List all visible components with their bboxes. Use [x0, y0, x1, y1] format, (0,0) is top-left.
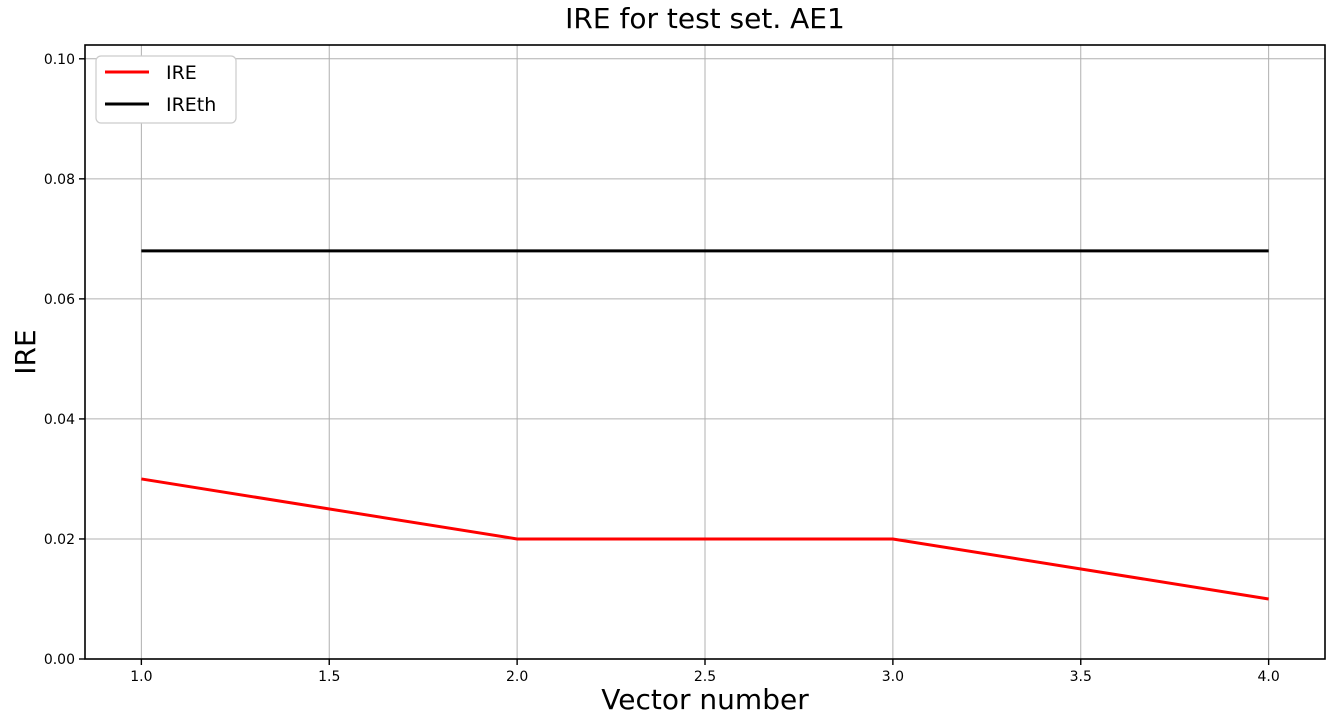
y-tick-label: 0.00: [44, 652, 75, 668]
y-tick-label: 0.08: [44, 172, 75, 188]
x-tick-label: 3.0: [882, 669, 904, 685]
x-tick-label: 1.5: [318, 669, 340, 685]
x-tick-label: 1.0: [130, 669, 152, 685]
chart-title: IRE for test set. AE1: [565, 2, 845, 35]
legend-label-ireth: IREth: [166, 94, 216, 116]
y-tick-label: 0.06: [44, 292, 75, 308]
x-tick-label: 4.0: [1258, 669, 1280, 685]
x-tick-label: 2.0: [506, 669, 528, 685]
series-line-ire: [141, 477, 1269, 601]
x-tick-label: 3.5: [1070, 669, 1092, 685]
y-tick-label: 0.04: [44, 412, 75, 428]
y-tick-label: 0.02: [44, 532, 75, 548]
x-axis-label: Vector number: [601, 683, 809, 716]
x-tick-label: 2.5: [694, 669, 716, 685]
legend-label-ire: IRE: [166, 62, 197, 84]
y-tick-label: 0.10: [44, 52, 75, 68]
